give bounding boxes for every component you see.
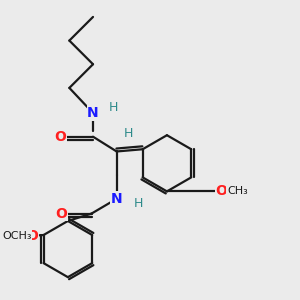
Text: O: O	[56, 207, 67, 220]
Text: H: H	[134, 197, 143, 210]
Text: O: O	[54, 130, 66, 144]
Text: CH₃: CH₃	[227, 186, 248, 197]
Text: O: O	[26, 229, 38, 243]
Text: O: O	[216, 184, 228, 198]
Text: H: H	[109, 100, 118, 114]
Text: OCH₃: OCH₃	[2, 231, 32, 241]
Text: H: H	[124, 127, 133, 140]
Text: N: N	[87, 106, 99, 120]
Text: N: N	[111, 192, 122, 206]
